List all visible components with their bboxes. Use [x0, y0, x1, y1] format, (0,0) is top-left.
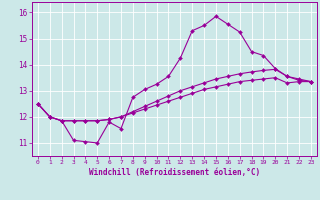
X-axis label: Windchill (Refroidissement éolien,°C): Windchill (Refroidissement éolien,°C): [89, 168, 260, 177]
